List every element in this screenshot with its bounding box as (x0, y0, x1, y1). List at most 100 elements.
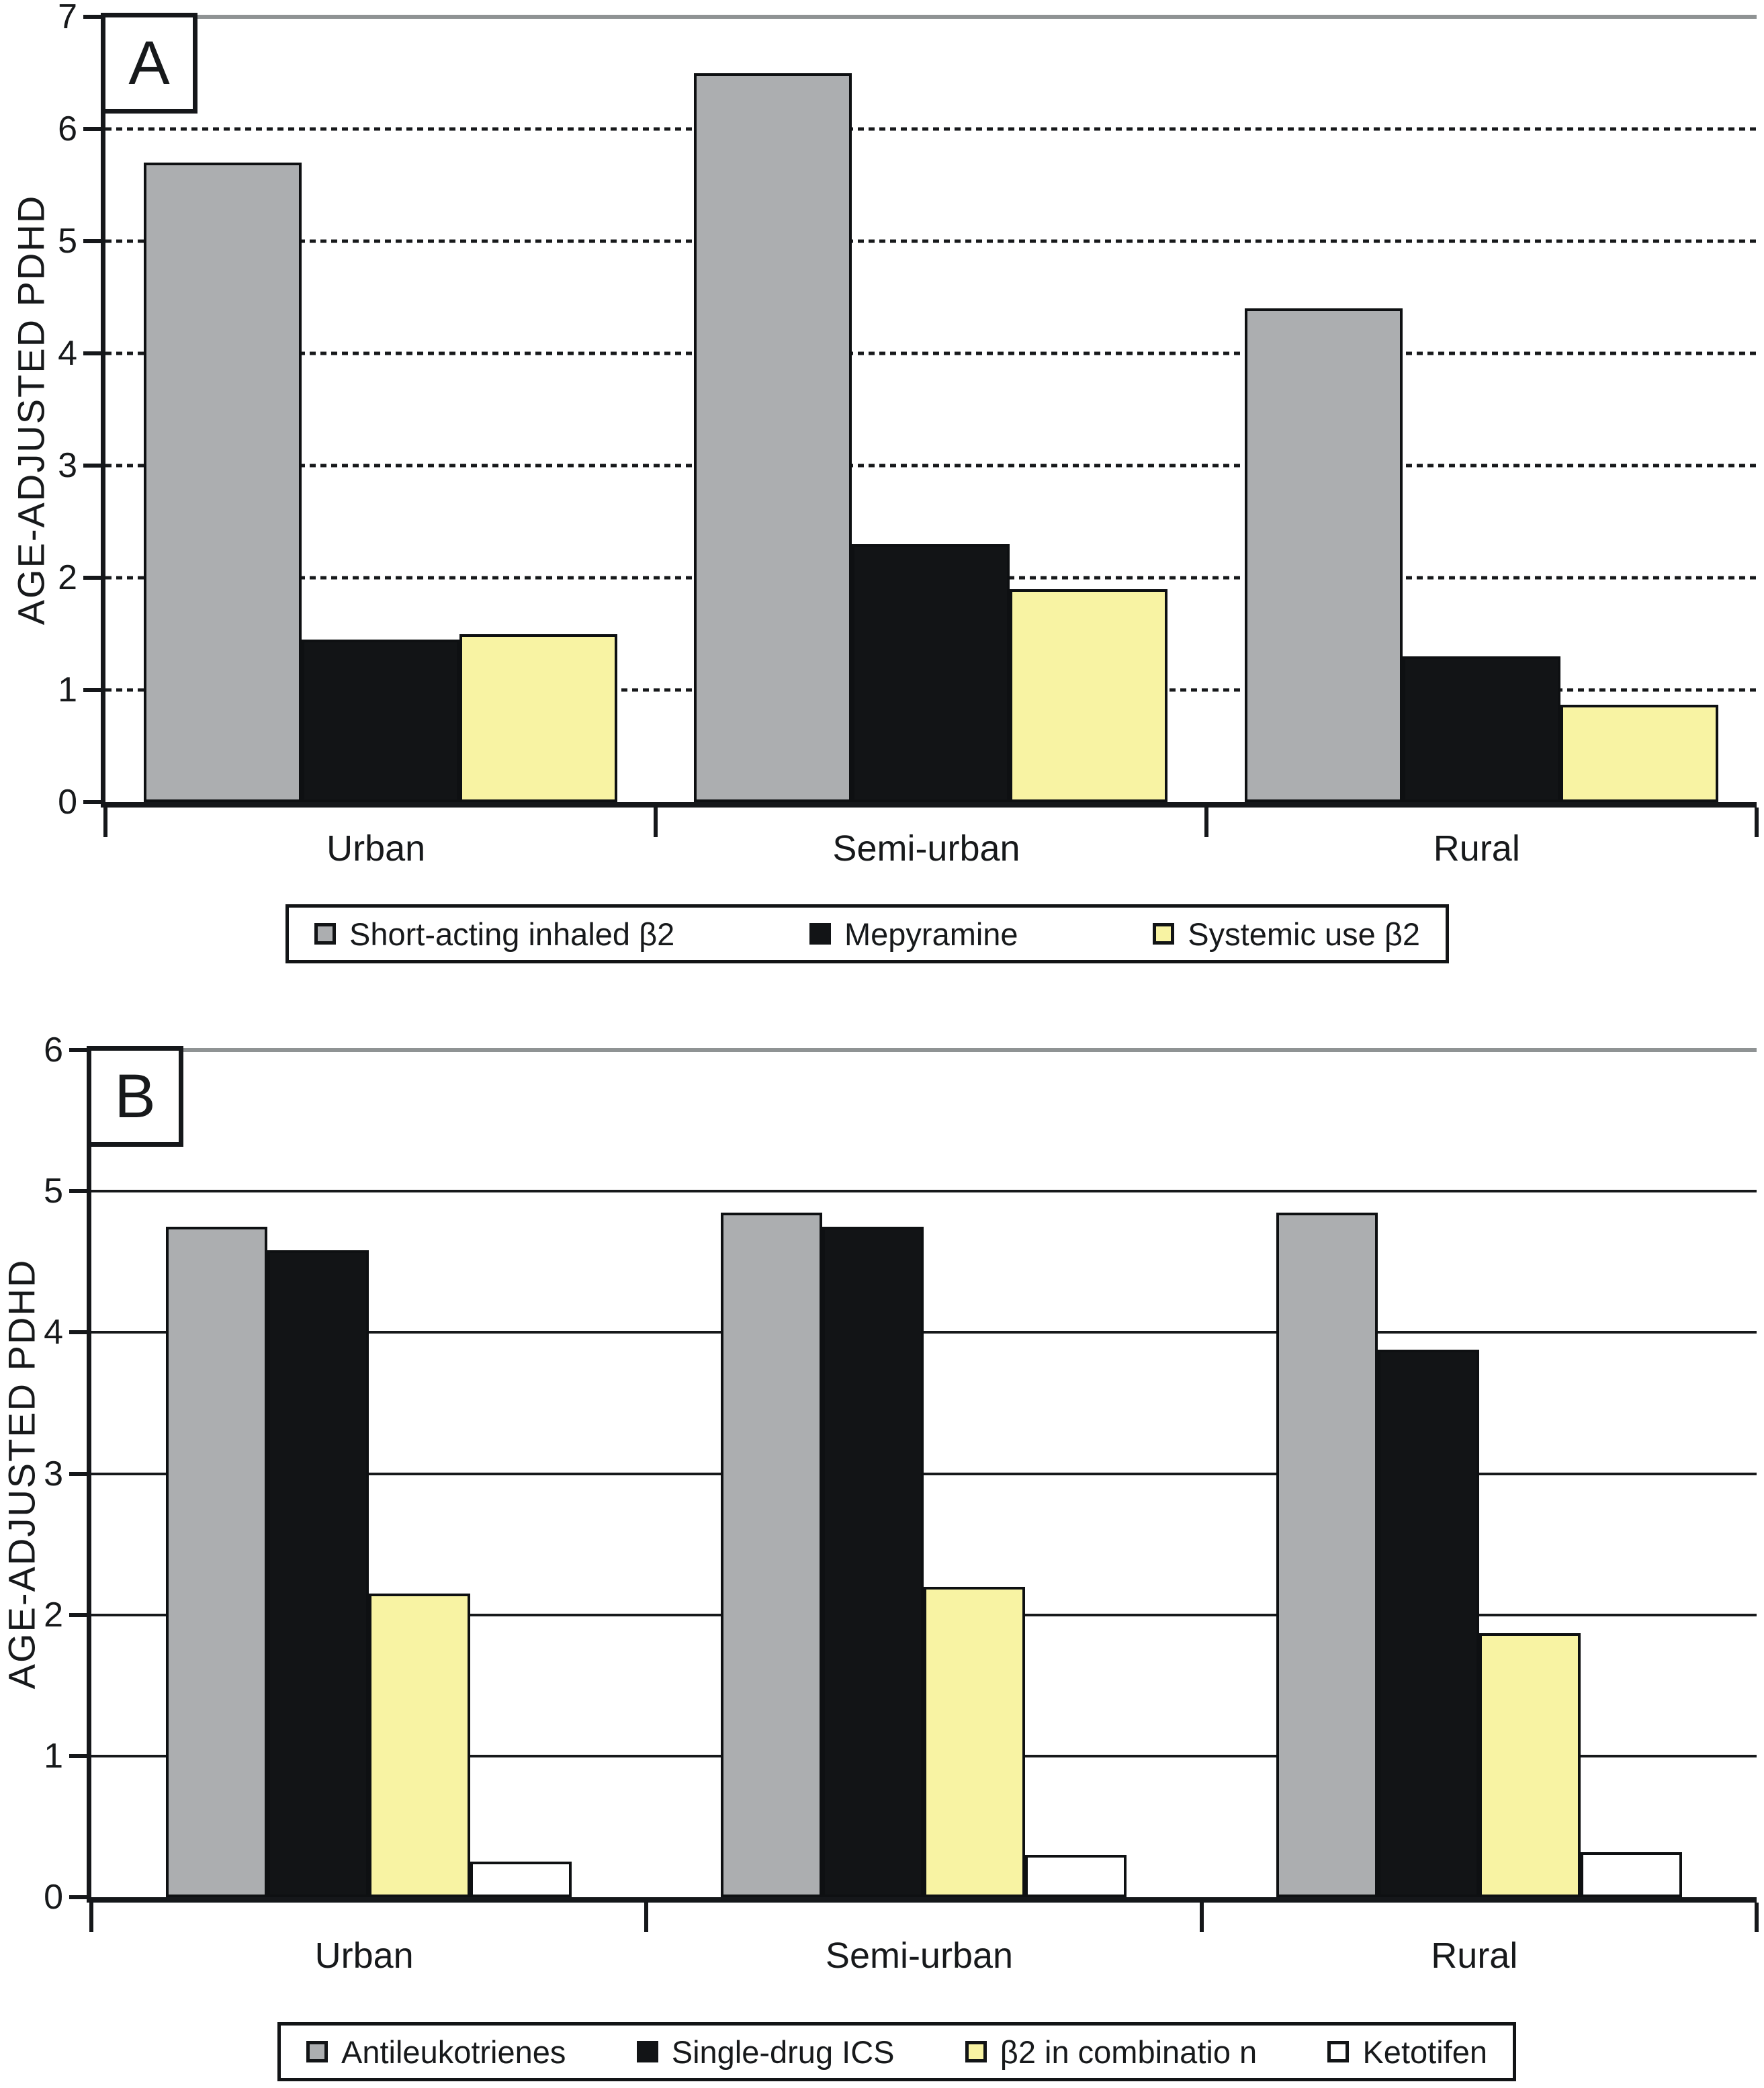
y-tick-mark (69, 1189, 87, 1194)
legend-item: β2 in combinatio n (965, 2034, 1257, 2071)
y-tick-label: 1 (44, 1736, 63, 1776)
bar (1479, 1633, 1581, 1897)
category-label: Rural (1433, 828, 1520, 869)
legend-item: Single-drug ICS (636, 2034, 895, 2071)
y-tick-mark (69, 1471, 87, 1476)
bar-groups (105, 17, 1757, 802)
y-tick-mark (69, 1753, 87, 1758)
bar (302, 639, 460, 802)
y-tick-mark (69, 1048, 87, 1052)
y-tick-mark (83, 800, 101, 804)
bar (1025, 1854, 1127, 1897)
y-tick-label: 6 (44, 1031, 63, 1070)
y-axis-title: AGE-ADJUSTED PDHD (0, 1258, 43, 1690)
y-tick-label: 4 (44, 1313, 63, 1352)
legend-label: Antileukotrienes (341, 2034, 566, 2070)
bar (267, 1250, 369, 1897)
bar (1276, 1212, 1378, 1897)
bar (1580, 1852, 1682, 1897)
y-tick-label: 7 (58, 0, 77, 36)
bar (459, 634, 618, 802)
panel-letter-badge: A (101, 13, 197, 114)
legend-label: Short-acting inhaled β2 (349, 916, 675, 952)
bar (369, 1594, 471, 1897)
legend-swatch (809, 923, 831, 945)
y-tick-mark (69, 1612, 87, 1617)
gridline (105, 127, 1757, 131)
bar-groups (91, 1050, 1757, 1897)
x-tick-mark (103, 808, 107, 837)
legend-label: Systemic use β2 (1188, 916, 1420, 952)
bar (1010, 589, 1168, 802)
bar-group-semi-urban (646, 1050, 1201, 1897)
bar (1244, 308, 1403, 802)
legend-swatch (306, 2041, 328, 2062)
category-labels: Urban Semi-urban Rural (87, 1935, 1752, 1976)
category-label: Urban (314, 1935, 414, 1976)
plot-area: B 0 1 2 3 4 5 6 (44, 1033, 1759, 1932)
bar (1402, 656, 1560, 802)
bar (1560, 704, 1718, 802)
bar (822, 1226, 924, 1897)
y-tick-label: 2 (44, 1595, 63, 1635)
bar (721, 1212, 823, 1897)
legend-label: Mepyramine (844, 916, 1018, 952)
y-tick-mark (83, 688, 101, 692)
x-tick-mark (1755, 808, 1759, 837)
bar (166, 1226, 268, 1897)
bar-group-urban (91, 1050, 646, 1897)
panel-letter: A (128, 28, 170, 97)
y-tick-label: 0 (44, 1878, 63, 1917)
legend-swatch (1327, 2041, 1350, 2062)
y-tick-mark (83, 15, 101, 19)
x-tick-mark (654, 808, 658, 837)
legend-item: Ketotifen (1327, 2034, 1487, 2071)
y-tick-label: 5 (58, 222, 77, 261)
y-tick-mark (83, 351, 101, 355)
gridline (105, 464, 1757, 468)
bar (694, 73, 852, 802)
category-labels: Urban Semi-urban Rural (101, 828, 1752, 869)
bar (1377, 1349, 1479, 1897)
y-tick-mark (83, 239, 101, 243)
x-tick-mark (1204, 808, 1208, 837)
x-tick-mark (1755, 1903, 1759, 1932)
y-tick-label: 4 (58, 334, 77, 373)
y-tick-label: 1 (58, 670, 77, 709)
legend: Antileukotrienes Single-drug ICS β2 in com… (277, 2022, 1516, 2081)
x-tick-mark (644, 1903, 649, 1932)
bar (144, 163, 302, 802)
y-tick-mark (83, 127, 101, 131)
gridline (105, 239, 1757, 243)
legend-label: Ketotifen (1362, 2034, 1487, 2070)
gridline (105, 351, 1757, 355)
bar-group-rural (1202, 1050, 1757, 1897)
x-tick-mark (89, 1903, 93, 1932)
legend-swatch (965, 2041, 987, 2062)
y-tick-mark (83, 464, 101, 468)
legend-label: β2 in combinatio n (1000, 2034, 1258, 2070)
y-tick-mark (69, 1895, 87, 1899)
legend-swatch (1153, 923, 1175, 945)
category-label: Urban (326, 828, 426, 869)
bar (852, 543, 1010, 802)
plot-area: A 0 1 2 3 4 5 6 7 (58, 0, 1759, 837)
panel-letter: B (114, 1061, 156, 1131)
bar (924, 1586, 1026, 1897)
bar-group-semi-urban (656, 17, 1206, 802)
legend-item: Mepyramine (809, 916, 1018, 953)
legend-item: Systemic use β2 (1153, 916, 1420, 953)
gridline (91, 1472, 1757, 1475)
gridline (91, 1048, 1757, 1052)
category-label: Semi-urban (832, 828, 1020, 869)
legend-item: Antileukotrienes (306, 2034, 566, 2071)
category-label: Semi-urban (825, 1935, 1014, 1976)
y-tick-label: 0 (58, 783, 77, 822)
legend-label: Single-drug ICS (671, 2034, 895, 2070)
panel-letter-badge: B (87, 1046, 183, 1147)
gridline (105, 15, 1757, 19)
y-tick-label: 6 (58, 110, 77, 148)
legend-swatch (314, 923, 336, 945)
